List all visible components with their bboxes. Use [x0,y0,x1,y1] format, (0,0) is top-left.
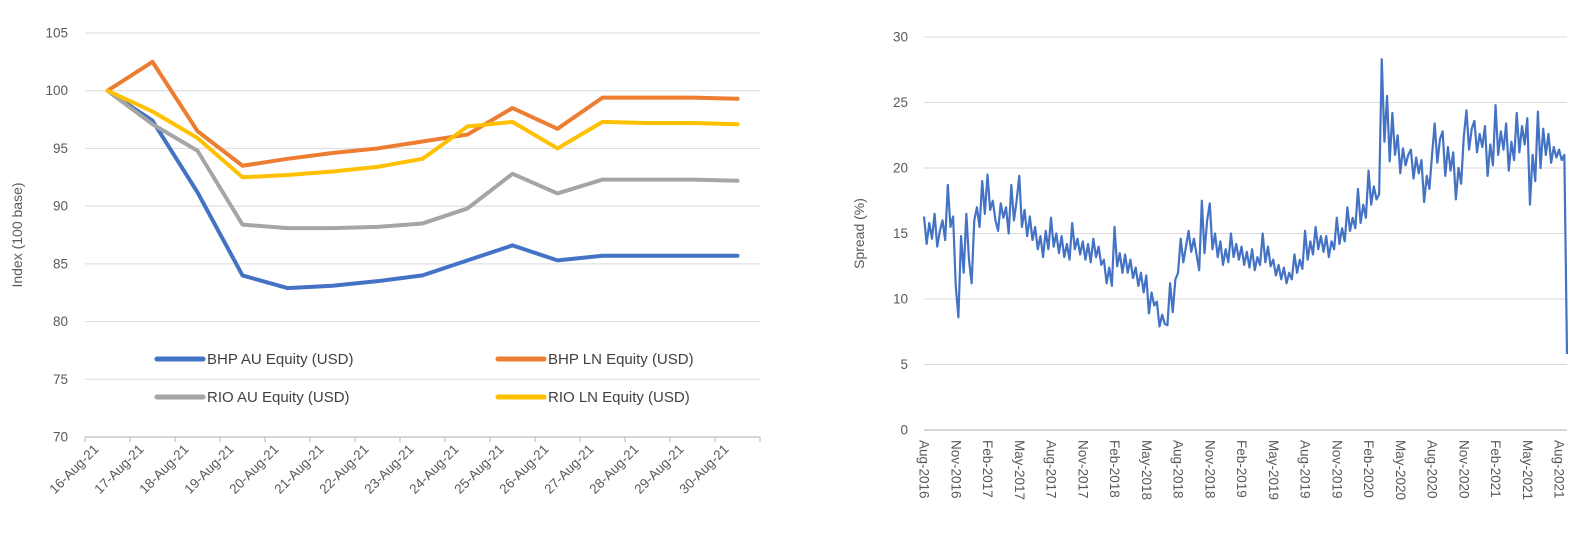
x-tick-label: Aug-2019 [1298,440,1313,499]
y-tick-label: 75 [53,372,68,387]
y-axis-title: Index (100 base) [9,182,25,287]
series-line-rio-au-equity-usd- [105,88,740,231]
legend-label: BHP AU Equity (USD) [207,351,353,368]
x-tick-label: Aug-2017 [1044,440,1059,499]
x-tick-label: Nov-2018 [1202,440,1217,499]
y-tick-label: 105 [45,26,68,41]
y-tick-label: 25 [893,95,908,110]
series-line-bhp-au-equity-usd- [105,88,740,291]
x-tick-label: Nov-2017 [1075,440,1090,499]
y-tick-label: 10 [893,292,908,307]
x-tick-label: May-2019 [1266,440,1281,500]
x-tick-label: May-2018 [1139,440,1154,500]
x-tick-label: Aug-2021 [1552,440,1567,499]
gridlines [85,32,760,438]
x-tick-label: Aug-2016 [917,440,932,499]
spread-chart-svg: 30 25 20 15 10 5 0 Spread (%) Aug-2016 Nov-2016 Fe… [851,30,1569,500]
y-tick-label: 0 [900,423,908,438]
series-line-spread [922,58,1569,355]
legend-label: RIO LN Equity (USD) [548,389,690,406]
y-tick-label: 90 [53,199,68,214]
x-axis-ticks [84,437,761,442]
y-tick-label: 95 [53,141,68,156]
spread-chart: 30 25 20 15 10 5 0 Spread (%) Aug-2016 Nov-2016 Fe… [800,0,1591,555]
y-tick-label: 15 [893,226,908,241]
index-performance-chart: 105 100 95 90 85 80 75 70 Index (100 base) 16-Aug… [9,26,761,497]
x-tick-label: Feb-2017 [980,440,995,498]
x-tick-label: Nov-2019 [1329,440,1344,499]
y-tick-label: 80 [53,314,68,329]
x-tick-label: Feb-2020 [1361,440,1376,498]
y-tick-label: 70 [53,430,68,445]
x-tick-label: 30-Aug-21 [676,442,731,497]
x-tick-label: May-2017 [1012,440,1027,500]
x-tick-label: Nov-2016 [948,440,963,499]
x-tick-label: Feb-2021 [1488,440,1503,498]
y-tick-label: 100 [45,83,68,98]
x-tick-label: Nov-2020 [1456,440,1471,499]
x-tick-label: May-2021 [1520,440,1535,500]
legend: BHP AU Equity (USD) BHP LN Equity (USD) RI… [154,351,694,406]
legend-label: RIO AU Equity (USD) [207,389,350,406]
y-axis-title: Spread (%) [851,198,867,269]
x-tick-label: May-2020 [1393,440,1408,500]
x-tick-label: Feb-2018 [1107,440,1122,498]
series-line-bhp-ln-equity-usd- [105,59,740,168]
y-tick-label: 85 [53,256,68,271]
x-tick-label: Aug-2020 [1425,440,1440,499]
gridlines [924,36,1567,431]
legend-label: BHP LN Equity (USD) [548,351,694,368]
x-tick-label: Feb-2019 [1234,440,1249,498]
x-tick-label: Aug-2018 [1171,440,1186,499]
y-tick-label: 20 [893,161,908,176]
y-tick-label: 30 [893,30,908,45]
series-line-rio-ln-equity-usd- [105,88,740,180]
y-tick-label: 5 [900,357,908,372]
